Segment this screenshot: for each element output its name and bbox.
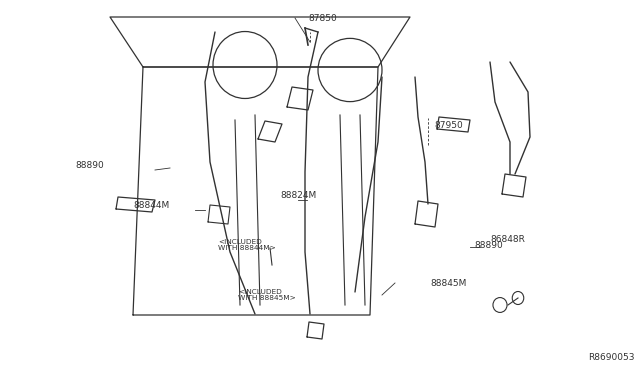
Text: 88845M: 88845M [430,279,467,288]
Text: <INCLUDED
WITH 88844M>: <INCLUDED WITH 88844M> [218,238,276,251]
Text: 87850: 87850 [308,13,337,22]
Text: 88890: 88890 [474,241,503,250]
Text: R8690053: R8690053 [589,353,635,362]
Text: 87950: 87950 [434,121,463,129]
Text: 88844M: 88844M [133,201,169,209]
Text: 88824M: 88824M [280,190,316,199]
Text: <INCLUDED
WITH 88845M>: <INCLUDED WITH 88845M> [238,289,296,301]
Text: 86848R: 86848R [490,235,525,244]
Text: 88890: 88890 [75,160,104,170]
